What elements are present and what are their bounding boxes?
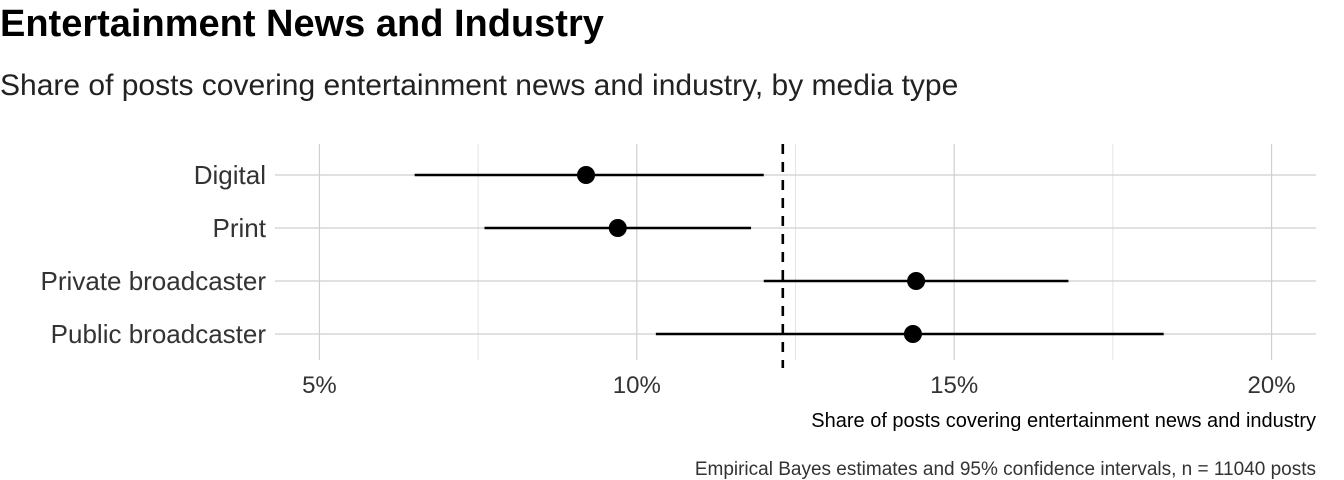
point-estimate [608,219,627,237]
x-tick-label: 15% [930,372,978,399]
y-tick-label: Digital [194,160,266,190]
point-estimate [577,166,596,184]
chart-title: Entertainment News and Industry [0,3,604,45]
chart-subtitle: Share of posts covering entertainment ne… [0,69,958,102]
point-estimate [907,272,926,290]
x-tick-label: 20% [1248,372,1296,399]
y-tick-label: Print [213,213,267,243]
y-tick-label: Public broadcaster [51,319,267,349]
point-estimate [903,325,922,343]
y-tick-label: Private broadcaster [41,266,267,296]
x-tick-label: 10% [613,372,661,399]
x-axis-label: Share of posts covering entertainment ne… [811,410,1316,432]
x-tick-label: 5% [302,372,337,399]
chart-caption: Empirical Bayes estimates and 95% confid… [695,459,1316,480]
plot-area: 5% 10% 15% 20% Digital Print Private broadcast… [41,144,1316,399]
